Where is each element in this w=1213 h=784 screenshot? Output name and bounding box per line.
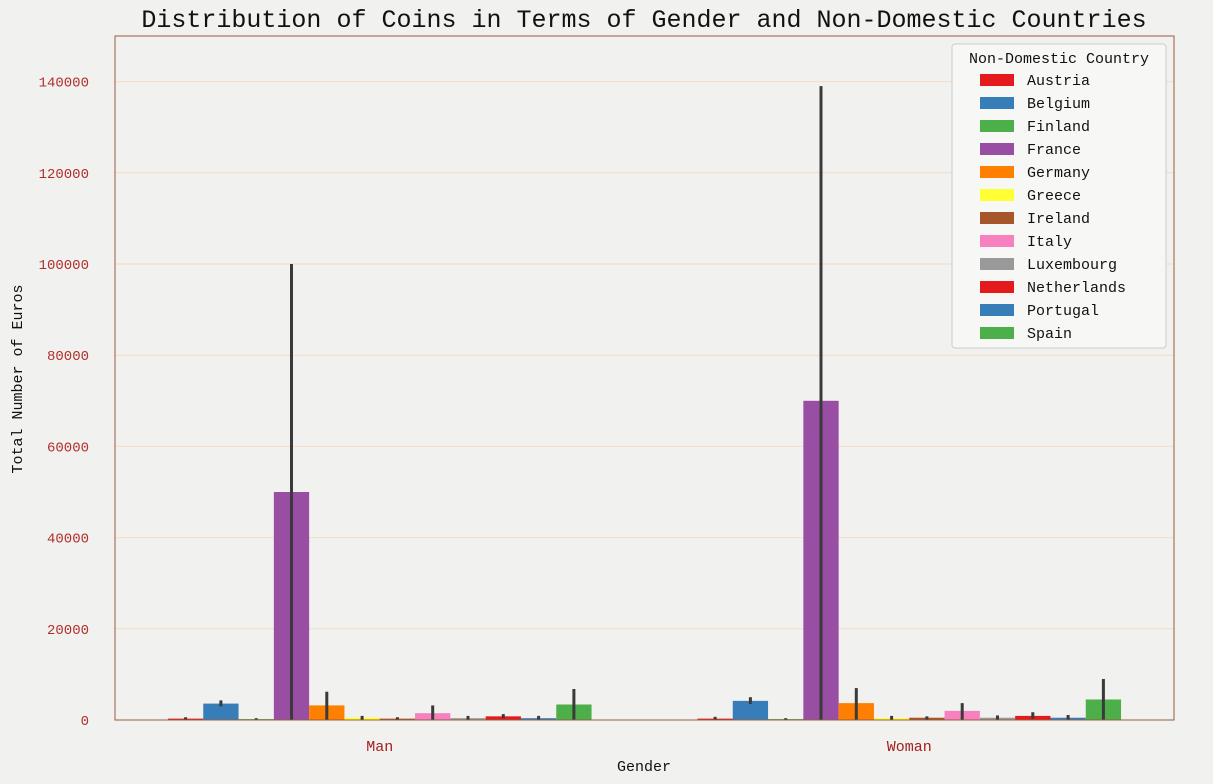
legend-label: Luxembourg [1027, 257, 1117, 274]
x-axis-label: Gender [617, 759, 671, 776]
legend-swatch [980, 97, 1014, 109]
legend-label: Germany [1027, 165, 1090, 182]
legend-label: Netherlands [1027, 280, 1126, 297]
chart-title: Distribution of Coins in Terms of Gender… [141, 6, 1146, 35]
legend-swatch [980, 304, 1014, 316]
legend-swatch [980, 166, 1014, 178]
legend-label: Spain [1027, 326, 1072, 343]
y-tick-label: 100000 [39, 258, 89, 274]
legend-swatch [980, 189, 1014, 201]
y-tick-label: 80000 [47, 349, 89, 365]
y-tick-label: 60000 [47, 440, 89, 456]
legend-label: Italy [1027, 234, 1072, 251]
bar [203, 703, 239, 720]
y-axis-ticks: 0 20000 40000 60000 80000 100000 120000 140000 [39, 76, 89, 730]
legend-swatch [980, 120, 1014, 132]
legend-label: Finland [1027, 119, 1090, 136]
y-tick-label: 140000 [39, 76, 89, 92]
legend-swatch [980, 258, 1014, 270]
bar [732, 700, 769, 720]
legend-label: Austria [1027, 73, 1090, 90]
legend-label: France [1027, 142, 1081, 159]
legend-swatch [980, 143, 1014, 155]
y-tick-label: 40000 [47, 532, 89, 548]
legend-label: Belgium [1027, 96, 1090, 113]
legend-swatch [980, 235, 1014, 247]
x-tick-label: Man [366, 739, 393, 756]
legend-swatch [980, 281, 1014, 293]
legend-swatch [980, 212, 1014, 224]
error-bars-layer [184, 86, 1105, 720]
y-axis-label: Total Number of Euros [10, 284, 27, 473]
legend-swatch [980, 327, 1014, 339]
legend-label: Greece [1027, 188, 1081, 205]
y-tick-label: 120000 [39, 167, 89, 183]
plot-frame [114, 35, 1175, 721]
legend: Non-Domestic Country Austria Belgium Finla… [951, 43, 1167, 349]
legend-label: Portugal [1027, 303, 1099, 320]
y-tick-label: 0 [81, 714, 89, 730]
legend-items: Austria Belgium Finland France Germany Greece… [980, 73, 1126, 343]
x-axis-ticks: Man Woman [366, 739, 932, 756]
legend-label: Ireland [1027, 211, 1090, 228]
legend-swatch [980, 74, 1014, 86]
y-tick-label: 20000 [47, 623, 89, 639]
legend-title: Non-Domestic Country [969, 51, 1149, 68]
x-tick-label: Woman [887, 739, 932, 756]
